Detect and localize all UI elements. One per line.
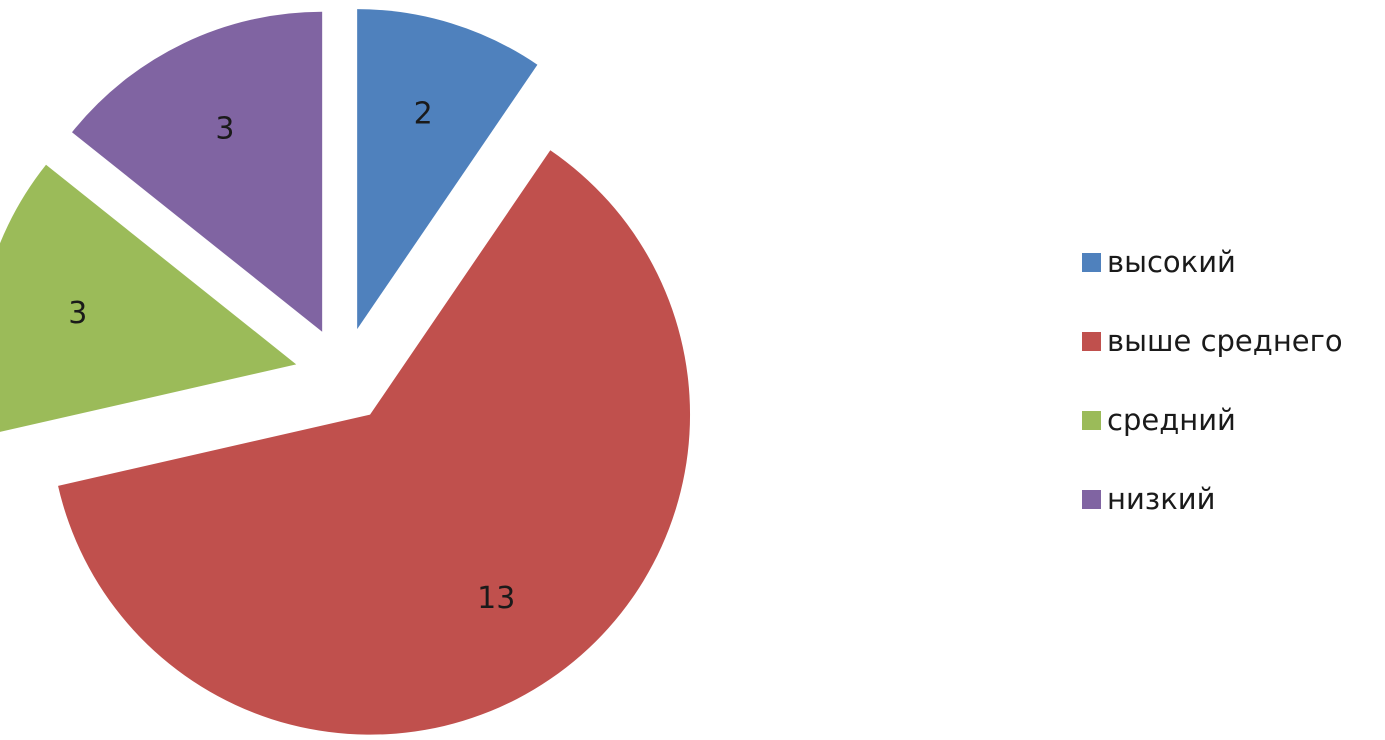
legend-swatch-high [1082,252,1101,272]
legend-label-above-average: выше среднего [1107,324,1343,358]
pie-slice-high [357,9,538,330]
legend-label-average: средний [1107,403,1236,437]
legend-swatch-above-average [1082,331,1101,351]
pie-slice-above-average [58,150,691,735]
legend-label-low: низкий [1107,482,1216,516]
legend-item-average: средний [1082,400,1343,440]
legend-swatch-low [1082,489,1101,509]
pie-slice-average [0,164,297,432]
data-label-average: 3 [68,296,87,331]
pie-slices [0,9,691,735]
data-label-low: 3 [215,111,234,146]
legend-item-above-average: выше среднего [1082,321,1343,361]
data-label-above-average: 13 [477,581,515,616]
legend-label-high: высокий [1107,245,1236,279]
pie-slice-low [71,11,323,332]
legend-swatch-average [1082,410,1101,430]
legend-item-low: низкий [1082,479,1343,519]
data-label-high: 2 [414,97,433,132]
chart-legend: высокий выше среднего средний низкий [1082,242,1343,558]
pie-data-labels: 2 13 3 3 [68,97,515,617]
legend-item-high: высокий [1082,242,1343,282]
